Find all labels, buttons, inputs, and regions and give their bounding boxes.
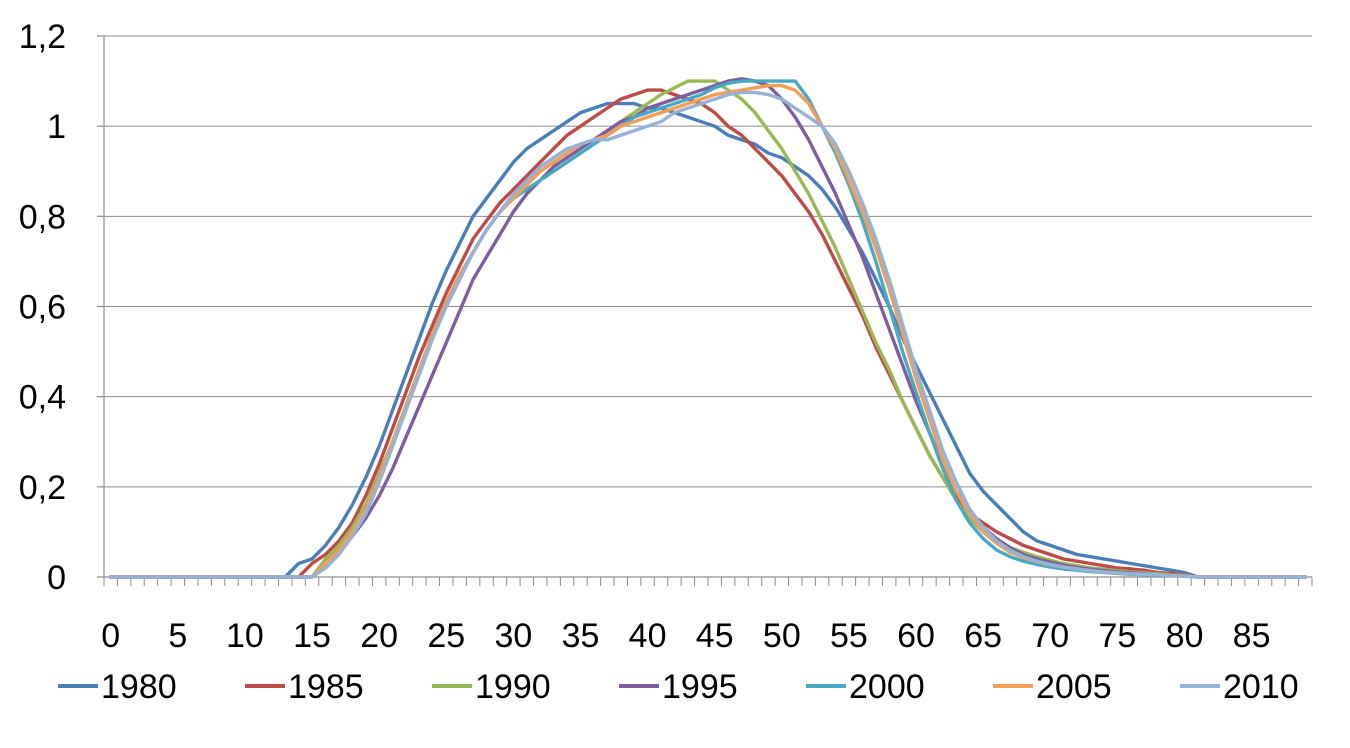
x-tick-label: 40 <box>629 617 667 655</box>
legend-label-1995: 1995 <box>662 668 738 706</box>
series-line-1985 <box>109 88 1307 579</box>
series-lines <box>109 77 1307 579</box>
legend-label-2000: 2000 <box>849 668 925 706</box>
series-line-2005 <box>109 83 1307 579</box>
x-tick-label: 20 <box>360 617 398 655</box>
y-tick-label: 0,4 <box>19 379 66 417</box>
legend-label-2010: 2010 <box>1223 668 1299 706</box>
y-tick-label: 1,2 <box>19 18 66 56</box>
gridlines <box>104 35 1312 488</box>
x-tick-label: 35 <box>562 617 600 655</box>
legend-label-2005: 2005 <box>1036 668 1112 706</box>
x-tick-label: 15 <box>293 617 331 655</box>
series-line-2000 <box>109 79 1307 579</box>
axes <box>97 35 1313 586</box>
x-tick-label: 55 <box>830 617 868 655</box>
tick-labels: 0 0,2 0,4 0,6 0,8 1 1,2 0 5 10 15 20 25 30 35 40 45 50 55 6… <box>19 18 1271 655</box>
x-tick-label: 65 <box>964 617 1002 655</box>
series-line-1980 <box>109 101 1307 579</box>
x-tick-label: 85 <box>1233 617 1271 655</box>
x-tick-label: 50 <box>763 617 801 655</box>
x-tick-label: 0 <box>101 617 120 655</box>
x-tick-label: 5 <box>168 617 187 655</box>
series-line-1990 <box>109 79 1307 579</box>
x-tick-label: 70 <box>1031 617 1069 655</box>
x-tick-label: 60 <box>897 617 935 655</box>
y-tick-label: 1 <box>47 108 66 146</box>
x-tick-label: 30 <box>494 617 532 655</box>
legend: 1980 1985 1990 1995 2000 2005 2010 <box>58 668 1299 706</box>
legend-label-1990: 1990 <box>475 668 551 706</box>
y-tick-label: 0,2 <box>19 469 66 507</box>
y-tick-label: 0,6 <box>19 289 66 327</box>
x-tick-label: 80 <box>1166 617 1204 655</box>
y-tick-label: 0,8 <box>19 198 66 236</box>
x-tick-label: 45 <box>696 617 734 655</box>
series-line-2010 <box>109 90 1307 579</box>
x-tick-label: 75 <box>1098 617 1136 655</box>
legend-label-1980: 1980 <box>101 668 177 706</box>
series-line-1995 <box>109 77 1307 579</box>
x-tick-label: 10 <box>226 617 264 655</box>
y-tick-label: 0 <box>47 559 66 597</box>
x-tick-label: 25 <box>427 617 465 655</box>
legend-label-1985: 1985 <box>288 668 364 706</box>
